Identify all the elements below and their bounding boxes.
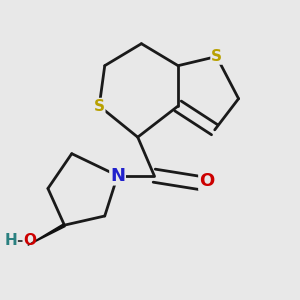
- Text: -: -: [16, 233, 22, 248]
- Text: S: S: [94, 98, 105, 113]
- Text: N: N: [110, 167, 125, 185]
- Text: O: O: [199, 172, 214, 190]
- Text: H: H: [4, 233, 17, 248]
- Text: S: S: [211, 49, 222, 64]
- Text: O: O: [23, 233, 36, 248]
- Polygon shape: [28, 224, 65, 245]
